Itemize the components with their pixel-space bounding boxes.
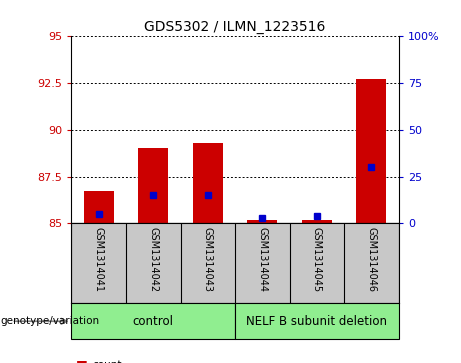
Bar [235,303,399,339]
Bar [193,143,223,223]
Text: GSM1314046: GSM1314046 [366,227,377,292]
Text: GSM1314043: GSM1314043 [203,227,213,292]
Bar [84,191,114,223]
Title: GDS5302 / ILMN_1223516: GDS5302 / ILMN_1223516 [144,20,326,34]
Text: GSM1314045: GSM1314045 [312,227,322,292]
Bar [302,220,332,223]
Text: GSM1314042: GSM1314042 [148,227,158,292]
Text: genotype/variation: genotype/variation [0,316,99,326]
Text: GSM1314041: GSM1314041 [94,227,104,292]
Bar [248,220,278,223]
Text: count: count [92,360,122,363]
Bar [356,79,386,223]
Bar [71,303,235,339]
Text: GSM1314044: GSM1314044 [257,227,267,292]
Text: ■: ■ [76,358,88,363]
Text: NELF B subunit deletion: NELF B subunit deletion [247,315,387,328]
Text: control: control [133,315,174,328]
Bar [138,148,168,223]
